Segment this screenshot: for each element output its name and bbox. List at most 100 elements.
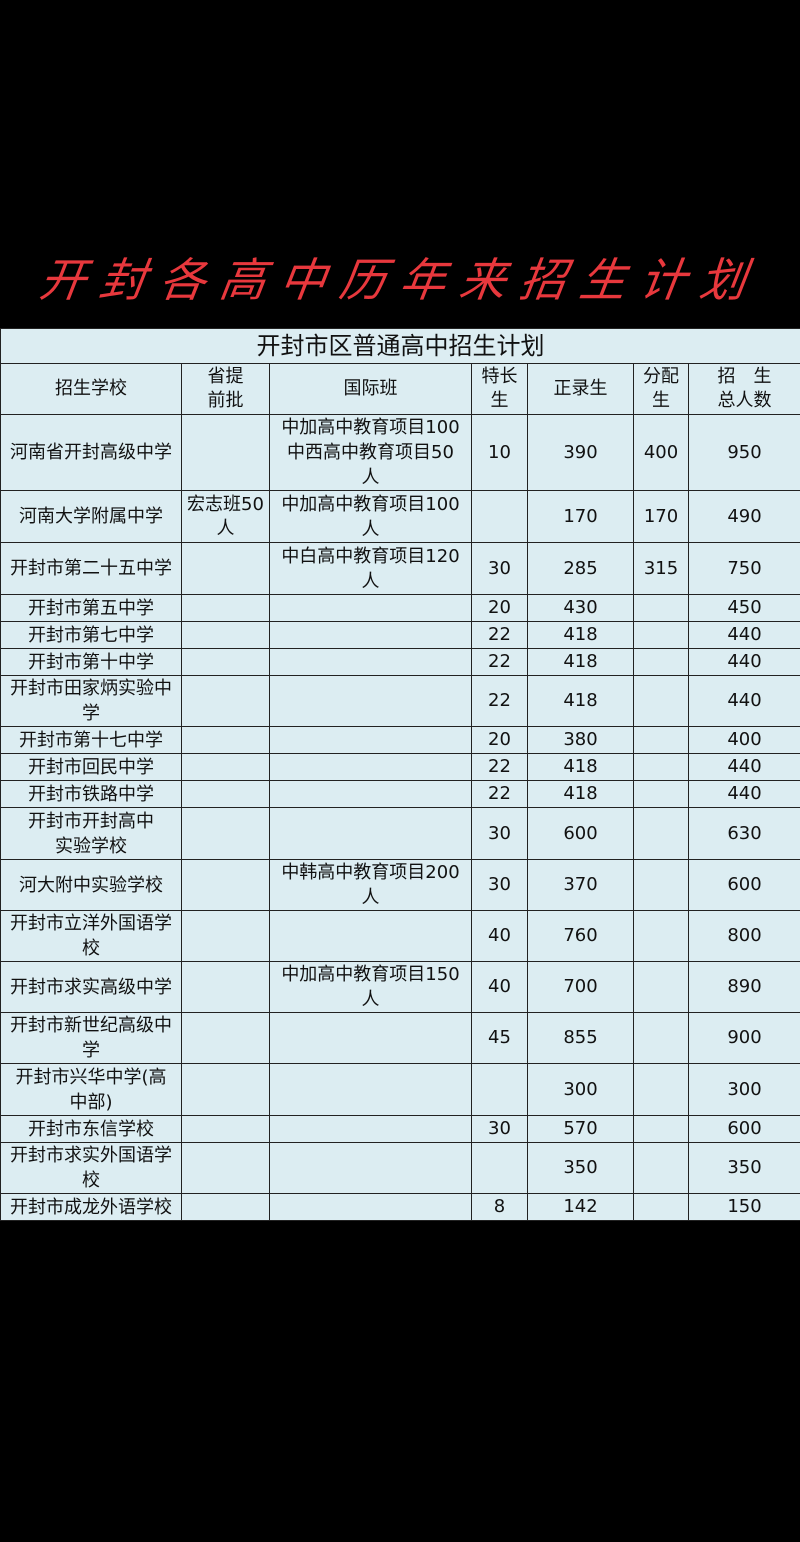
cell-allocated-students xyxy=(633,1012,689,1064)
cell-total-enrollment: 400 xyxy=(687,726,800,754)
cell-allocated-students xyxy=(633,594,689,622)
cell-specialty-students: 22 xyxy=(471,675,528,727)
cell-allocated-students xyxy=(633,1115,689,1143)
cell-specialty-students: 30 xyxy=(471,542,528,595)
cell-provincial-early-batch xyxy=(181,648,270,676)
cell-school: 开封市立洋外国语学 校 xyxy=(0,910,182,962)
cell-regular-admission: 418 xyxy=(527,675,634,727)
cell-regular-admission: 418 xyxy=(527,753,634,781)
cell-total-enrollment: 150 xyxy=(687,1193,800,1221)
cell-specialty-students: 45 xyxy=(471,1012,528,1064)
cell-international-class xyxy=(269,1142,472,1194)
table-row: 开封市第五中学 20 430 450 xyxy=(0,594,800,622)
cell-specialty-students: 40 xyxy=(471,961,528,1013)
cell-provincial-early-batch xyxy=(181,961,270,1013)
cell-specialty-students: 22 xyxy=(471,621,528,649)
cell-total-enrollment: 350 xyxy=(687,1142,800,1194)
cell-provincial-early-batch xyxy=(181,807,270,860)
cell-provincial-early-batch xyxy=(181,753,270,781)
cell-total-enrollment: 450 xyxy=(687,594,800,622)
cell-international-class xyxy=(269,1063,472,1116)
table-row: 开封市第十七中学 20 380 400 xyxy=(0,726,800,754)
cell-international-class: 中韩高中教育项目200 人 xyxy=(269,859,472,911)
cell-international-class xyxy=(269,910,472,962)
cell-international-class xyxy=(269,780,472,808)
cell-specialty-students: 30 xyxy=(471,807,528,860)
cell-allocated-students xyxy=(633,1193,689,1221)
cell-provincial-early-batch xyxy=(181,1142,270,1194)
header-international-class: 国际班 xyxy=(269,363,472,415)
cell-provincial-early-batch: 宏志班50 人 xyxy=(181,490,270,543)
cell-international-class xyxy=(269,648,472,676)
cell-provincial-early-batch xyxy=(181,542,270,595)
cell-school: 开封市求实外国语学 校 xyxy=(0,1142,182,1194)
table-title-row: 开封市区普通高中招生计划 xyxy=(0,328,800,364)
cell-allocated-students xyxy=(633,780,689,808)
cell-international-class xyxy=(269,753,472,781)
cell-school: 开封市成龙外语学校 xyxy=(0,1193,182,1221)
cell-provincial-early-batch xyxy=(181,1063,270,1116)
cell-provincial-early-batch xyxy=(181,1193,270,1221)
cell-regular-admission: 285 xyxy=(527,542,634,595)
cell-provincial-early-batch xyxy=(181,594,270,622)
cell-regular-admission: 855 xyxy=(527,1012,634,1064)
cell-provincial-early-batch xyxy=(181,1115,270,1143)
cell-school: 开封市第十七中学 xyxy=(0,726,182,754)
cell-regular-admission: 170 xyxy=(527,490,634,543)
cell-provincial-early-batch xyxy=(181,1012,270,1064)
table-row: 河大附中实验学校 中韩高中教育项目200 人 30 370 600 xyxy=(0,859,800,911)
cell-school: 开封市回民中学 xyxy=(0,753,182,781)
cell-international-class xyxy=(269,675,472,727)
cell-school: 开封市第七中学 xyxy=(0,621,182,649)
cell-international-class xyxy=(269,807,472,860)
header-allocated-students: 分配 生 xyxy=(633,363,689,415)
cell-total-enrollment: 750 xyxy=(687,542,800,595)
cell-specialty-students: 20 xyxy=(471,726,528,754)
cell-total-enrollment: 490 xyxy=(687,490,800,543)
cell-school: 开封市新世纪高级中 学 xyxy=(0,1012,182,1064)
cell-international-class xyxy=(269,726,472,754)
cell-total-enrollment: 300 xyxy=(687,1063,800,1116)
table-row: 开封市求实外国语学 校 350 350 xyxy=(0,1142,800,1194)
header-school: 招生学校 xyxy=(0,363,182,415)
table-row: 开封市兴华中学(高 中部) 300 300 xyxy=(0,1063,800,1116)
table-row: 河南大学附属中学 宏志班50 人中加高中教育项目100 人 170 170 490 xyxy=(0,490,800,543)
banner-title: 开封各高中历年来招生计划 xyxy=(36,253,764,307)
cell-regular-admission: 430 xyxy=(527,594,634,622)
cell-regular-admission: 418 xyxy=(527,780,634,808)
cell-regular-admission: 370 xyxy=(527,859,634,911)
table-row: 开封市田家炳实验中 学 22 418 440 xyxy=(0,675,800,727)
header-provincial-early-batch: 省提 前批 xyxy=(181,363,270,415)
cell-regular-admission: 760 xyxy=(527,910,634,962)
table-row: 开封市第二十五中学 中白高中教育项目120 人 30 285 315 750 xyxy=(0,542,800,595)
cell-provincial-early-batch xyxy=(181,675,270,727)
cell-school: 河南省开封高级中学 xyxy=(0,414,182,491)
cell-school: 河南大学附属中学 xyxy=(0,490,182,543)
cell-provincial-early-batch xyxy=(181,621,270,649)
cell-allocated-students xyxy=(633,910,689,962)
cell-allocated-students xyxy=(633,675,689,727)
cell-international-class: 中加高中教育项目150 人 xyxy=(269,961,472,1013)
cell-allocated-students: 170 xyxy=(633,490,689,543)
cell-allocated-students xyxy=(633,807,689,860)
cell-regular-admission: 570 xyxy=(527,1115,634,1143)
table-row: 开封市开封高中 实验学校 30 600 630 xyxy=(0,807,800,860)
cell-specialty-students: 20 xyxy=(471,594,528,622)
cell-total-enrollment: 890 xyxy=(687,961,800,1013)
table-row: 河南省开封高级中学 中加高中教育项目100 中西高中教育项目50 人 10 390 40… xyxy=(0,414,800,491)
cell-total-enrollment: 440 xyxy=(687,675,800,727)
cell-provincial-early-batch xyxy=(181,780,270,808)
cell-regular-admission: 390 xyxy=(527,414,634,491)
cell-specialty-students: 30 xyxy=(471,859,528,911)
cell-regular-admission: 418 xyxy=(527,621,634,649)
cell-total-enrollment: 900 xyxy=(687,1012,800,1064)
cell-regular-admission: 380 xyxy=(527,726,634,754)
cell-total-enrollment: 950 xyxy=(687,414,800,491)
table-title: 开封市区普通高中招生计划 xyxy=(0,328,800,364)
cell-provincial-early-batch xyxy=(181,910,270,962)
cell-regular-admission: 700 xyxy=(527,961,634,1013)
cell-total-enrollment: 440 xyxy=(687,753,800,781)
cell-allocated-students xyxy=(633,1063,689,1116)
cell-allocated-students: 400 xyxy=(633,414,689,491)
cell-specialty-students xyxy=(471,1063,528,1116)
